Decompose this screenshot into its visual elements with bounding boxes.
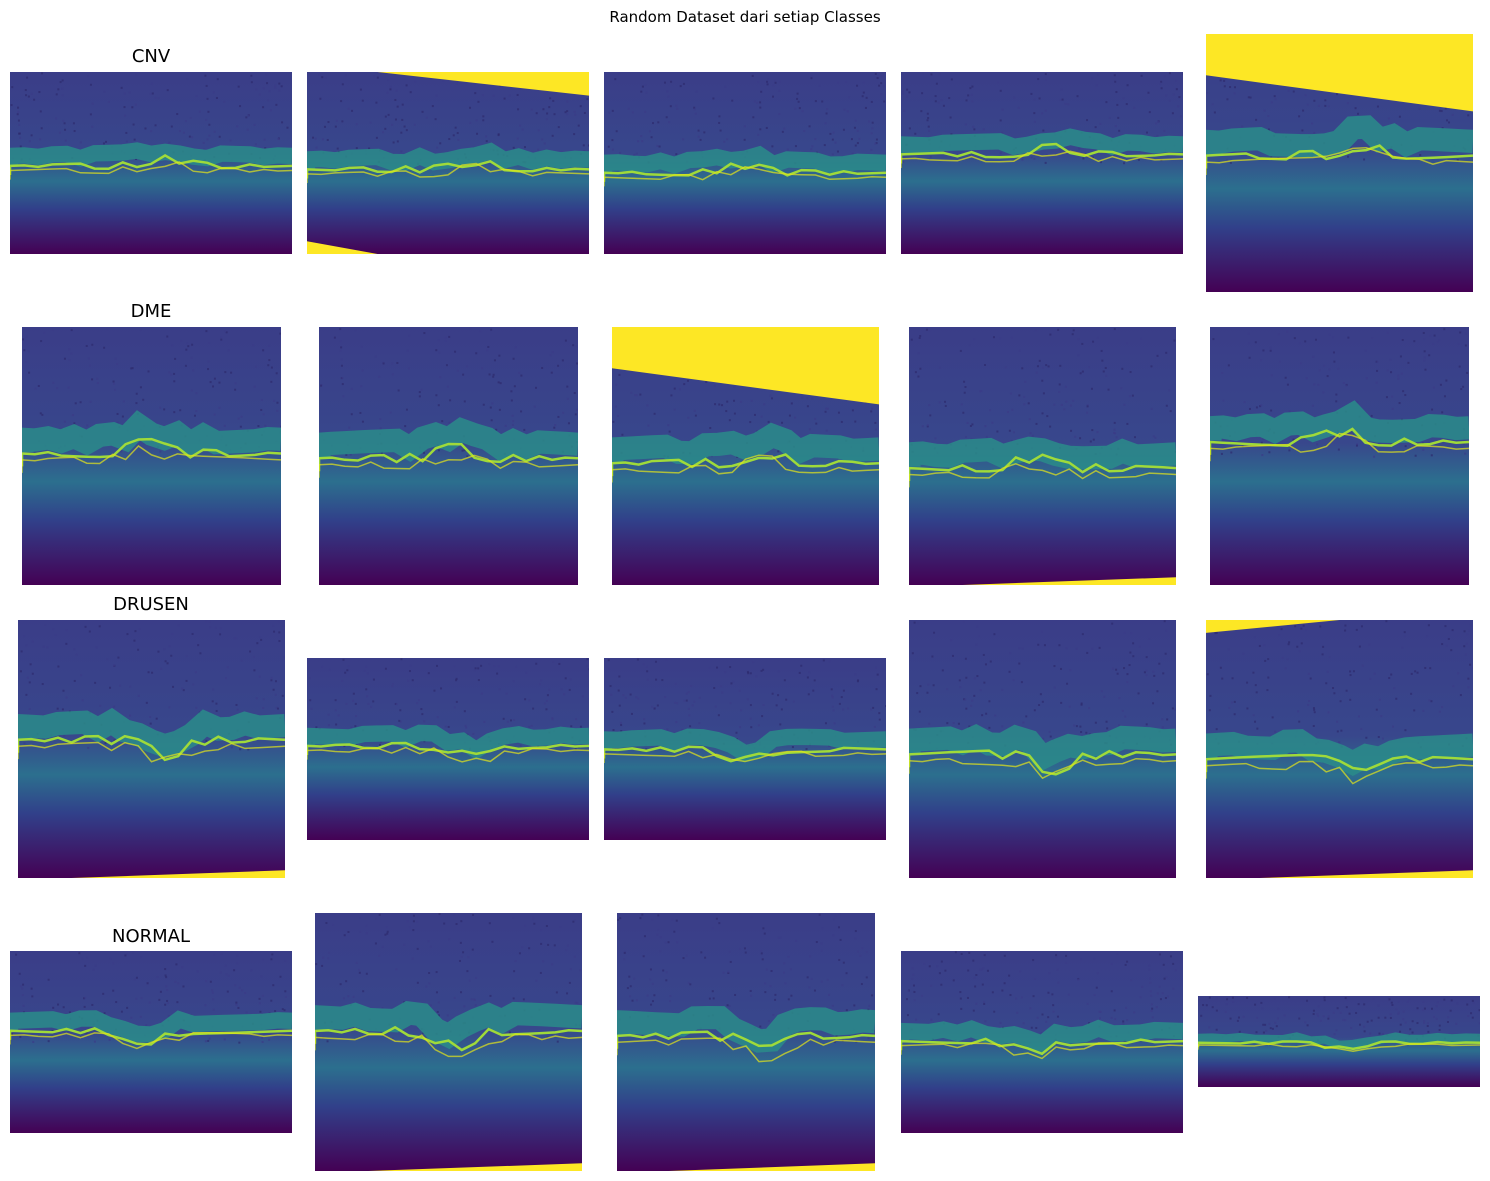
oct-scan-dme-5 bbox=[1210, 327, 1469, 585]
oct-scan-normal-5 bbox=[1198, 996, 1480, 1087]
oct-scan-drusen-2 bbox=[307, 658, 589, 840]
oct-scan-cnv-5 bbox=[1206, 34, 1473, 292]
class-label-dme: DME bbox=[130, 301, 172, 322]
oct-scan-normal-1 bbox=[10, 951, 292, 1133]
oct-scan-normal-3 bbox=[617, 913, 875, 1171]
class-label-normal: NORMAL bbox=[111, 926, 190, 947]
oct-scan-cnv-3 bbox=[604, 72, 886, 254]
oct-scan-drusen-5 bbox=[1206, 620, 1473, 878]
oct-scan-normal-4 bbox=[901, 951, 1183, 1133]
class-label-drusen: DRUSEN bbox=[113, 594, 189, 615]
oct-scan-drusen-4 bbox=[909, 620, 1176, 878]
oct-scan-normal-2 bbox=[315, 913, 582, 1171]
oct-scan-drusen-3 bbox=[604, 658, 886, 840]
oct-scan-dme-3 bbox=[612, 327, 879, 585]
oct-scan-dme-1 bbox=[22, 327, 281, 585]
figure-title: Random Dataset dari setiap Classes bbox=[609, 8, 881, 26]
class-label-cnv: CNV bbox=[131, 46, 171, 67]
oct-scan-cnv-2 bbox=[307, 72, 589, 254]
oct-scan-dme-4 bbox=[909, 327, 1176, 585]
oct-scan-cnv-4 bbox=[901, 72, 1183, 254]
oct-scan-cnv-1 bbox=[10, 72, 292, 254]
oct-scan-dme-2 bbox=[319, 327, 578, 585]
oct-scan-drusen-1 bbox=[18, 620, 285, 878]
